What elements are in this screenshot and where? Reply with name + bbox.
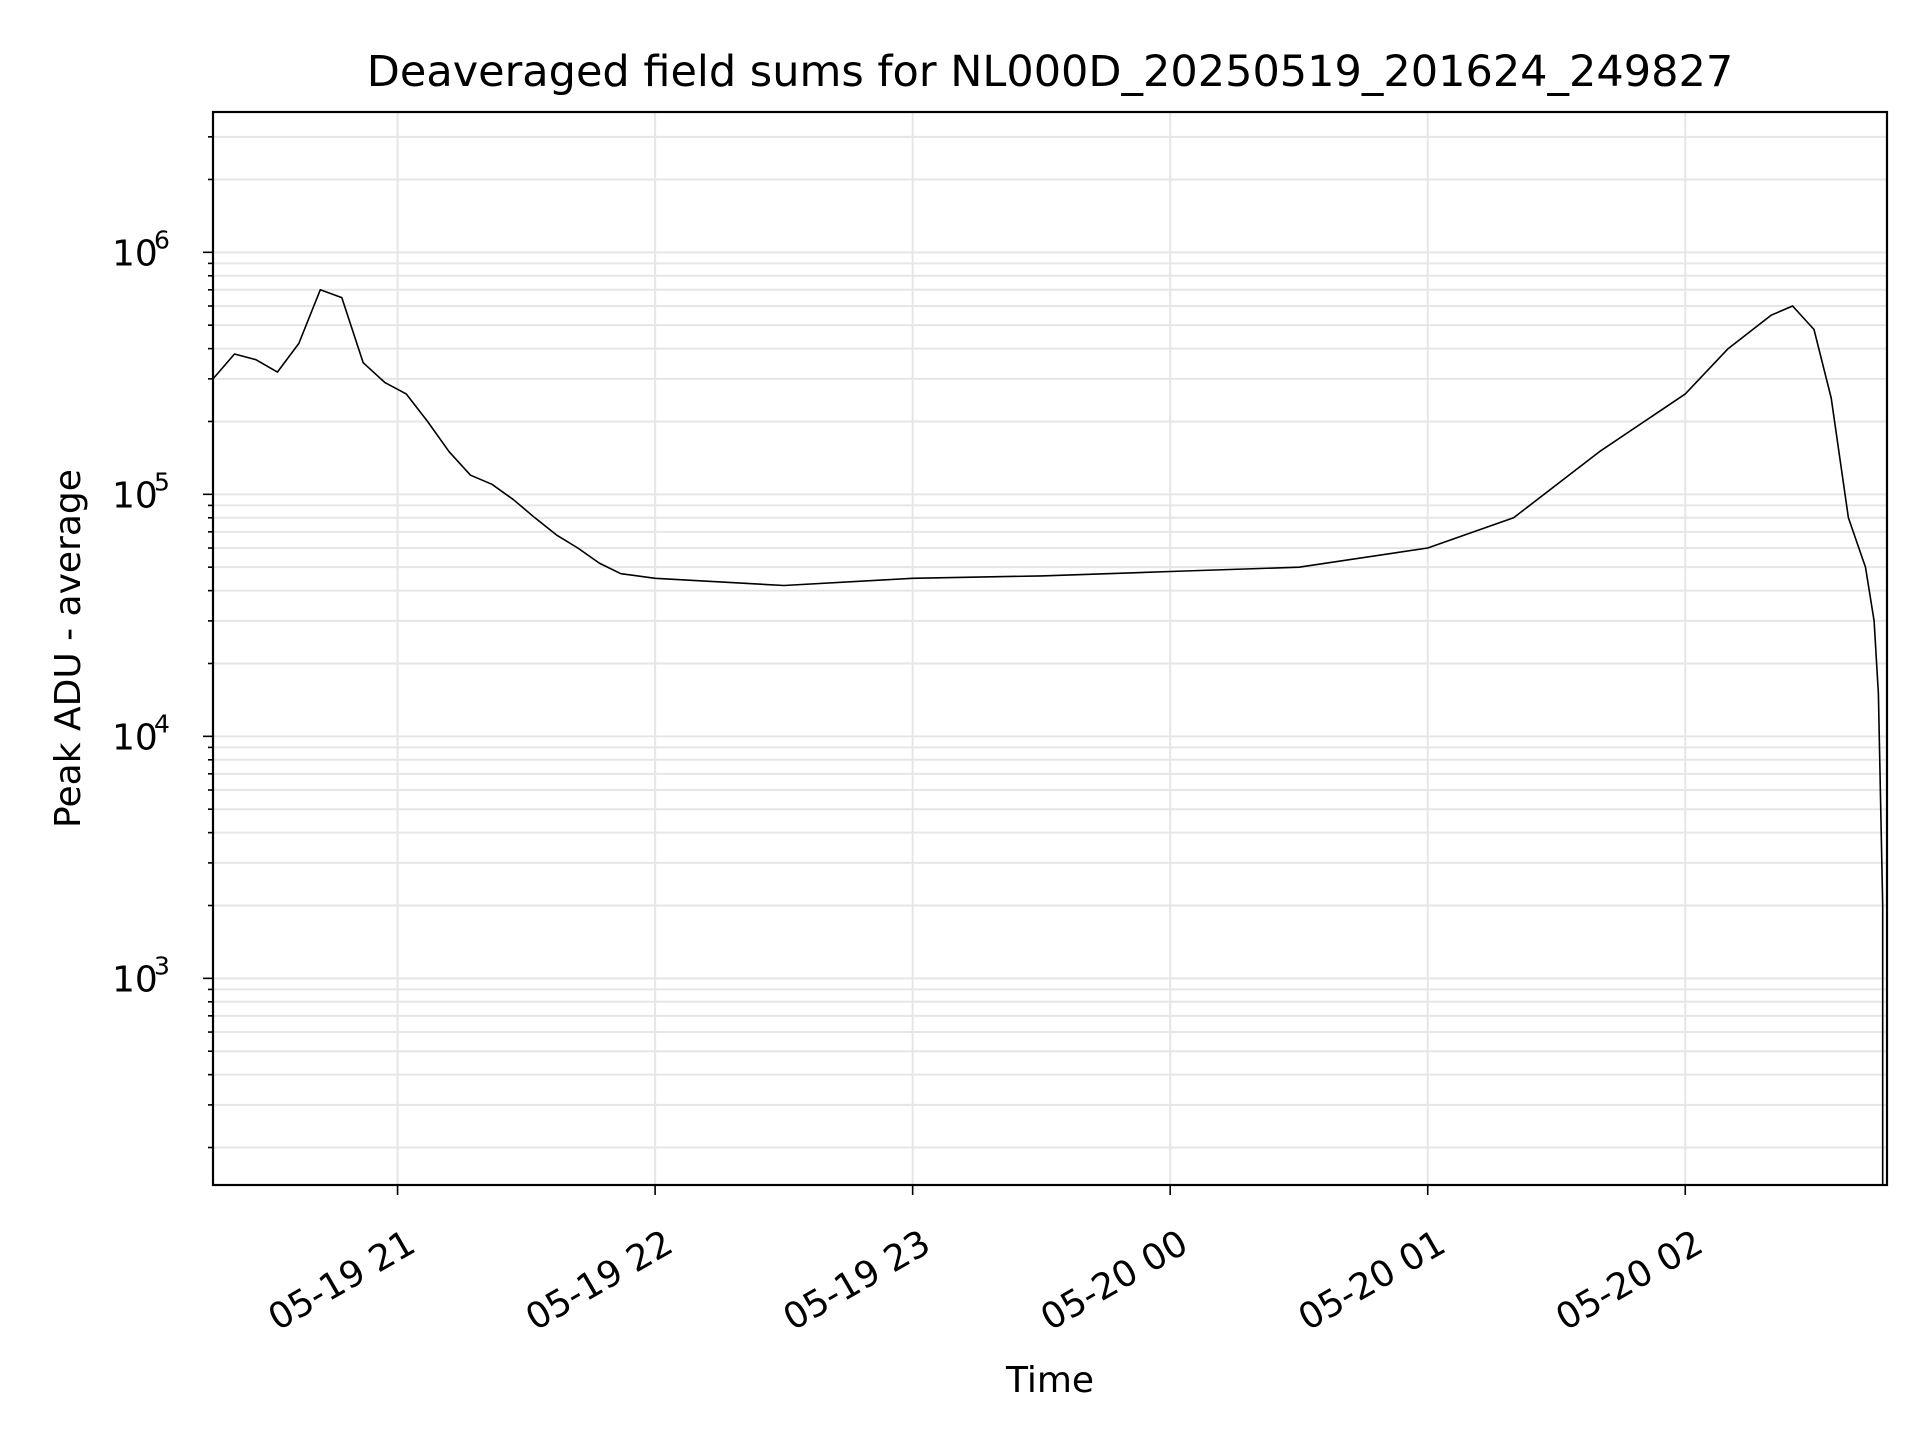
y-tick-label: 10 [112, 959, 158, 1000]
series-layer [212, 288, 1884, 1185]
plot-frame [211, 110, 1889, 1187]
y-tick-label: 10 [112, 475, 158, 516]
grid [213, 112, 1887, 1185]
y-tick-label: 10 [112, 233, 158, 274]
x-axis-label: Time [1005, 1360, 1094, 1401]
chart-title: Deaveraged field sums for NL000D_2025051… [367, 47, 1733, 97]
y-tick-label: 10 [112, 717, 158, 758]
y-tick-exponent: 3 [154, 951, 170, 980]
y-axis-label: Peak ADU - average [48, 469, 89, 828]
y-tick-exponent: 5 [154, 467, 170, 496]
y-tick-exponent: 6 [154, 225, 170, 254]
series-line [212, 288, 1884, 1185]
y-tick-exponent: 4 [154, 709, 170, 738]
